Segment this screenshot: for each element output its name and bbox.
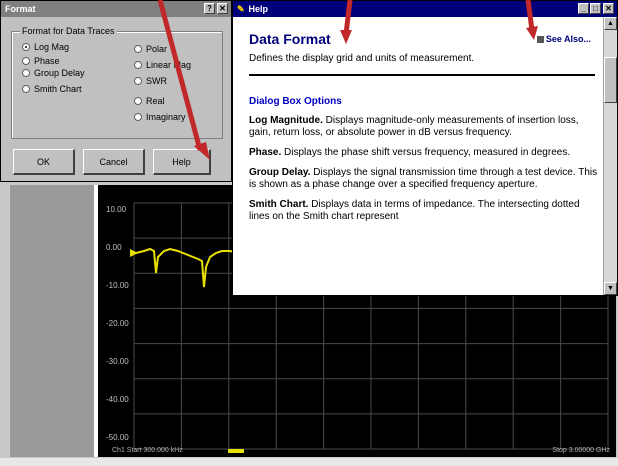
scrollbar-thumb[interactable] bbox=[604, 57, 617, 103]
help-item-text: Displays magnitude-only measurements of … bbox=[249, 115, 579, 138]
format-dialog-title: Format bbox=[5, 4, 36, 14]
y-tick-label: -40.00 bbox=[106, 395, 129, 404]
help-window: ✎ Help _ □ ✕ See Also... Data Format Def… bbox=[232, 0, 618, 296]
scroll-up-icon[interactable]: ▲ bbox=[604, 17, 617, 30]
radio-icon bbox=[134, 97, 142, 105]
scroll-down-icon[interactable]: ▼ bbox=[604, 282, 617, 295]
help-item-text: Displays the phase shift versus frequenc… bbox=[281, 147, 571, 158]
radio-log-mag[interactable]: Log Mag bbox=[22, 42, 69, 52]
help-window-titlebar: ✎ Help _ □ ✕ bbox=[233, 1, 617, 17]
radio-icon bbox=[22, 69, 30, 77]
radio-icon bbox=[22, 57, 30, 65]
format-groupbox: Format for Data Traces Log Mag Phase Gro… bbox=[11, 26, 223, 139]
help-subheading: Dialog Box Options bbox=[249, 96, 342, 107]
help-item-term: Smith Chart. bbox=[249, 199, 309, 210]
y-tick-label: -10.00 bbox=[106, 281, 129, 290]
radio-label: SWR bbox=[146, 76, 167, 86]
see-also-icon bbox=[536, 35, 544, 43]
help-item-term: Log Magnitude. bbox=[249, 115, 323, 126]
minimize-icon[interactable]: _ bbox=[578, 3, 589, 14]
y-tick-label: -20.00 bbox=[106, 319, 129, 328]
reference-marker-icon bbox=[130, 249, 138, 257]
radio-label: Linear Mag bbox=[146, 60, 192, 70]
softkey-strip bbox=[10, 185, 94, 457]
radio-label: Smith Chart bbox=[34, 84, 82, 94]
radio-phase[interactable]: Phase bbox=[22, 56, 60, 66]
ok-button[interactable]: OK bbox=[13, 149, 75, 175]
measurement-trace bbox=[135, 247, 239, 288]
plot-divider bbox=[94, 185, 98, 457]
format-dialog-titlebar: Format ? ✕ bbox=[1, 1, 231, 17]
format-dialog: Format ? ✕ Format for Data Traces Log Ma… bbox=[0, 0, 232, 182]
y-tick-label: 0.00 bbox=[106, 243, 122, 252]
help-window-title: Help bbox=[248, 4, 269, 14]
radio-swr[interactable]: SWR bbox=[134, 76, 167, 86]
stop-frequency-label: Stop 3.00000 GHz bbox=[552, 447, 610, 454]
radio-icon bbox=[22, 85, 30, 93]
y-tick-label: -50.00 bbox=[106, 433, 129, 442]
maximize-icon[interactable]: □ bbox=[590, 3, 601, 14]
radio-label: Log Mag bbox=[34, 42, 70, 52]
help-divider bbox=[249, 74, 595, 76]
radio-linear-mag[interactable]: Linear Mag bbox=[134, 60, 191, 70]
radio-icon bbox=[134, 61, 142, 69]
radio-icon bbox=[134, 77, 142, 85]
close-icon[interactable]: ✕ bbox=[603, 3, 614, 14]
help-item-smith-chart: Smith Chart. Displays data in terms of i… bbox=[249, 199, 599, 223]
help-app-icon: ✎ bbox=[237, 3, 245, 14]
groupbox-label: Format for Data Traces bbox=[20, 26, 117, 36]
help-description: Defines the display grid and units of me… bbox=[249, 53, 475, 64]
radio-imaginary[interactable]: Imaginary bbox=[134, 112, 186, 122]
close-icon[interactable]: ✕ bbox=[217, 3, 228, 14]
help-content: Data Format Defines the display grid and… bbox=[249, 31, 599, 291]
y-tick-label: -30.00 bbox=[106, 357, 129, 366]
see-also-label: See Also... bbox=[545, 34, 591, 44]
radio-label: Phase bbox=[34, 56, 60, 66]
help-item-text: Displays data in terms of impedance. The… bbox=[249, 199, 580, 222]
start-frequency-label: Ch1 Start 300.000 kHz bbox=[112, 447, 183, 454]
help-item-group-delay: Group Delay. Displays the signal transmi… bbox=[249, 167, 599, 191]
radio-icon bbox=[134, 113, 142, 121]
cancel-button[interactable]: Cancel bbox=[83, 149, 145, 175]
radio-group-delay[interactable]: Group Delay bbox=[22, 68, 85, 78]
y-tick-label: 10.00 bbox=[106, 205, 127, 214]
radio-polar[interactable]: Polar bbox=[134, 44, 167, 54]
radio-icon bbox=[134, 45, 142, 53]
help-item-term: Phase. bbox=[249, 147, 282, 158]
help-heading: Data Format bbox=[249, 31, 331, 47]
radio-smith-chart[interactable]: Smith Chart bbox=[22, 84, 82, 94]
help-item-text: Displays the signal transmission time th… bbox=[249, 167, 598, 190]
see-also-link[interactable]: See Also... bbox=[536, 34, 591, 44]
help-button[interactable]: Help bbox=[153, 149, 211, 175]
radio-label: Real bbox=[146, 96, 165, 106]
radio-real[interactable]: Real bbox=[134, 96, 165, 106]
help-item-log-magnitude: Log Magnitude. Displays magnitude-only m… bbox=[249, 115, 599, 139]
help-item-phase: Phase. Displays the phase shift versus f… bbox=[249, 147, 599, 159]
radio-label: Imaginary bbox=[146, 112, 186, 122]
help-item-term: Group Delay. bbox=[249, 167, 311, 178]
channel-indicator bbox=[228, 449, 244, 453]
radio-label: Polar bbox=[146, 44, 168, 54]
radio-selected-icon bbox=[22, 43, 30, 51]
radio-label: Group Delay bbox=[34, 68, 85, 78]
context-help-button[interactable]: ? bbox=[204, 3, 215, 14]
help-scrollbar[interactable]: ▲ ▼ bbox=[603, 17, 617, 295]
status-bar bbox=[0, 458, 618, 466]
